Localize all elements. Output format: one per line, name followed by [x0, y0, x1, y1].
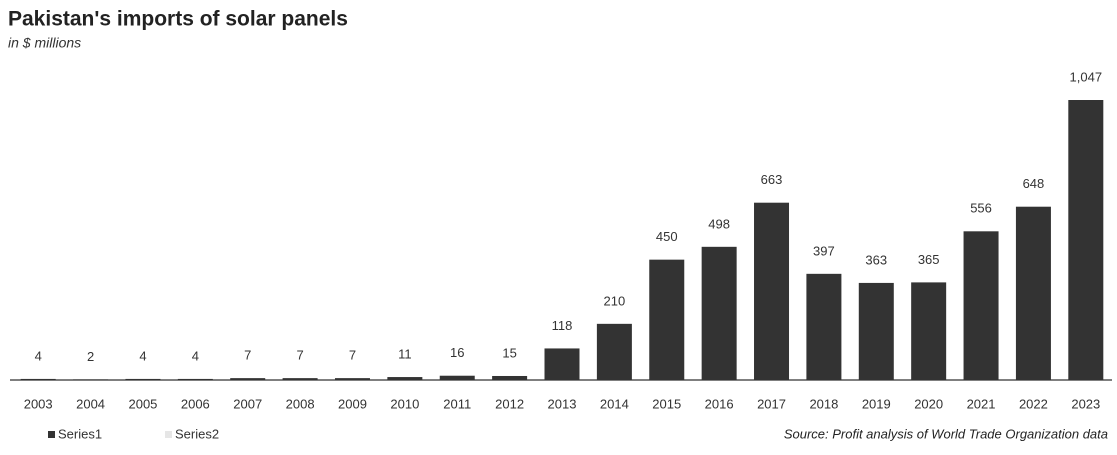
x-tick-label: 2004 — [76, 396, 105, 411]
value-label: 16 — [450, 345, 464, 360]
bar — [596, 323, 632, 380]
bar — [806, 273, 842, 380]
bar — [20, 378, 56, 380]
value-label: 7 — [349, 348, 356, 363]
x-tick-label: 2011 — [443, 396, 471, 411]
value-label: 4 — [139, 348, 146, 363]
bar — [282, 378, 318, 380]
bar — [177, 378, 213, 380]
bar — [73, 379, 109, 380]
value-label: 11 — [398, 346, 412, 361]
x-tick-label: 2014 — [600, 396, 629, 411]
bar — [387, 377, 423, 380]
value-label: 397 — [813, 243, 835, 258]
legend-swatch — [165, 431, 172, 438]
x-tick-label: 2008 — [286, 396, 315, 411]
bar — [649, 259, 685, 380]
x-tick-label: 2007 — [233, 396, 262, 411]
x-tick-label: 2003 — [24, 396, 53, 411]
bar — [1015, 206, 1051, 380]
value-label: 7 — [244, 348, 251, 363]
x-tick-label: 2019 — [862, 396, 891, 411]
bar — [754, 202, 790, 380]
bar — [492, 375, 528, 380]
x-tick-label: 2020 — [914, 396, 943, 411]
chart-subtitle: in $ millions — [8, 35, 81, 51]
value-label: 7 — [296, 348, 303, 363]
bar — [230, 378, 266, 380]
bar — [125, 378, 161, 380]
bar — [963, 231, 999, 380]
value-label: 648 — [1023, 176, 1045, 191]
bar — [911, 282, 947, 380]
value-label: 450 — [656, 229, 678, 244]
x-tick-label: 2009 — [338, 396, 367, 411]
x-tick-label: 2018 — [809, 396, 838, 411]
x-tick-label: 2012 — [495, 396, 524, 411]
x-tick-label: 2021 — [967, 396, 996, 411]
x-tick-label: 2013 — [548, 396, 577, 411]
x-tick-label: 2005 — [128, 396, 157, 411]
value-label: 1,047 — [1070, 69, 1103, 84]
value-label: 118 — [552, 318, 573, 333]
value-label: 4 — [192, 348, 199, 363]
x-tick-label: 2017 — [757, 396, 786, 411]
x-tick-label: 2010 — [390, 396, 419, 411]
value-label: 15 — [502, 345, 516, 360]
value-label: 498 — [708, 216, 730, 231]
legend-label: Series1 — [58, 426, 102, 441]
bar — [1068, 100, 1104, 380]
value-label: 210 — [604, 293, 626, 308]
value-label: 556 — [970, 201, 992, 216]
value-label: 4 — [35, 348, 42, 363]
bar — [439, 375, 475, 380]
chart-title: Pakistan's imports of solar panels — [8, 8, 348, 31]
x-tick-label: 2006 — [181, 396, 210, 411]
bar — [544, 348, 580, 380]
legend-swatch — [48, 431, 55, 438]
bar — [701, 246, 737, 380]
x-tick-label: 2022 — [1019, 396, 1048, 411]
x-tick-label: 2023 — [1071, 396, 1100, 411]
bar — [858, 282, 894, 380]
legend-label: Series2 — [175, 426, 219, 441]
bar — [334, 378, 370, 380]
x-tick-label: 2016 — [705, 396, 734, 411]
source-note: Source: Profit analysis of World Trade O… — [784, 426, 1108, 441]
value-label: 663 — [761, 172, 783, 187]
value-label: 365 — [918, 252, 940, 267]
x-tick-label: 2015 — [652, 396, 681, 411]
value-label: 2 — [87, 349, 94, 364]
value-label: 363 — [865, 252, 887, 267]
